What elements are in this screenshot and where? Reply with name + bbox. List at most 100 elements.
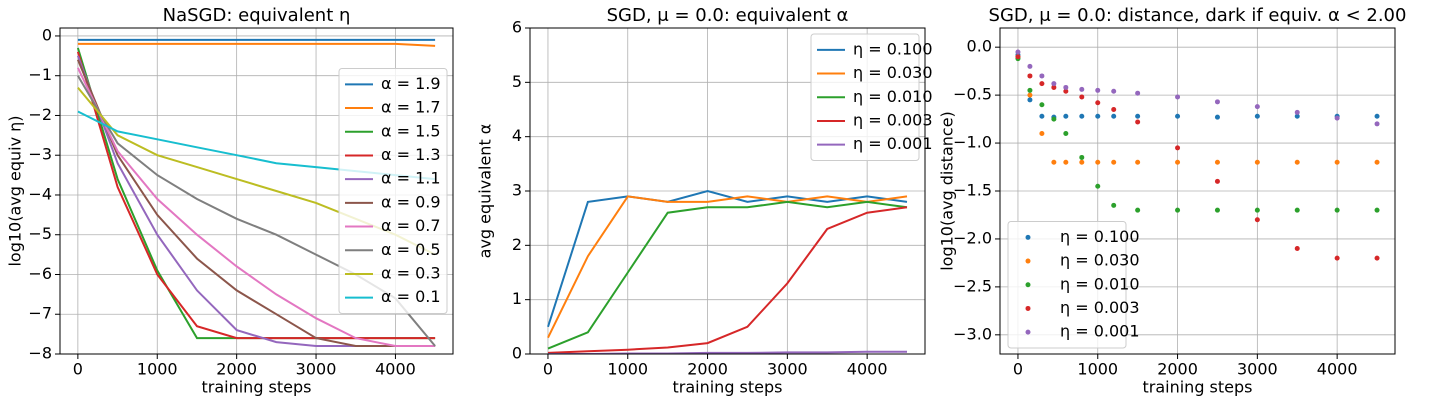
series-line	[547, 195, 908, 339]
point	[1063, 130, 1069, 136]
point	[1063, 88, 1069, 94]
y-tick-label: −1.5	[953, 181, 992, 200]
x-tick-label: 1000	[137, 360, 178, 379]
point	[1175, 94, 1181, 100]
y-tick-label: 3	[512, 181, 522, 200]
x-tick-label: 3000	[1237, 360, 1278, 379]
legend-swatch	[1025, 305, 1031, 311]
point	[1175, 159, 1181, 165]
point	[1079, 154, 1085, 160]
point	[1374, 113, 1380, 119]
x-tick-label: 1000	[1077, 360, 1118, 379]
x-tick-label: 0	[73, 360, 83, 379]
y-tick-label: 1	[512, 289, 522, 308]
x-tick-label: 1000	[607, 360, 648, 379]
y-tick-label: −0.5	[953, 85, 992, 104]
legend-label: η = 0.030	[1060, 251, 1140, 270]
point	[1027, 97, 1033, 103]
legend-label: η = 0.001	[853, 134, 933, 153]
y-tick-label: −3.0	[953, 324, 992, 343]
y-tick-label: 0	[42, 25, 52, 44]
legend-label: η = 0.030	[853, 63, 933, 82]
x-axis-label: training steps	[201, 378, 311, 397]
y-axis-label: avg equivalent α	[476, 124, 495, 259]
point	[1334, 255, 1340, 261]
y-tick-label: −6	[28, 264, 52, 283]
point	[1214, 159, 1220, 165]
point	[1175, 207, 1181, 213]
point	[1051, 116, 1057, 122]
point	[1027, 73, 1033, 79]
legend-label: α = 0.1	[381, 287, 441, 306]
y-tick-label: −7	[28, 304, 52, 323]
point	[1095, 87, 1101, 93]
y-axis-label: log10(avg distance)	[938, 111, 957, 271]
point	[1111, 202, 1117, 208]
series-line	[76, 59, 436, 347]
legend-label: η = 0.003	[853, 110, 933, 129]
series-line	[76, 51, 436, 340]
x-tick-label: 2000	[687, 360, 728, 379]
point	[1027, 87, 1033, 93]
point	[1039, 73, 1045, 79]
legend-swatch	[1025, 234, 1031, 240]
legend-label: α = 0.3	[381, 263, 441, 282]
chart-title: SGD, μ = 0.0: equivalent α	[607, 5, 849, 26]
axes-frame	[529, 27, 926, 355]
point	[1214, 178, 1220, 184]
x-tick-label: 3000	[767, 360, 808, 379]
point	[1039, 113, 1045, 119]
point	[1111, 159, 1117, 165]
point	[1294, 113, 1300, 119]
x-tick-label: 3000	[296, 360, 337, 379]
point	[1374, 121, 1380, 127]
y-tick-label: −5	[28, 224, 52, 243]
point	[1135, 119, 1141, 125]
point	[1374, 207, 1380, 213]
point	[1079, 86, 1085, 92]
point	[1294, 159, 1300, 165]
legend-label: α = 1.9	[381, 74, 441, 93]
y-tick-label: 5	[512, 72, 522, 91]
panel: SGD, μ = 0.0: equivalent α 0 1000 2000 3000 4…	[476, 5, 933, 397]
point	[1254, 104, 1260, 110]
legend-box	[338, 68, 448, 314]
point	[1334, 207, 1340, 213]
point	[1111, 113, 1117, 119]
chart-title: NaSGD: equivalent η	[163, 5, 351, 26]
x-tick-label: 2000	[1157, 360, 1198, 379]
point	[1175, 145, 1181, 151]
series-line	[547, 200, 908, 350]
y-tick-label: −2.5	[953, 276, 992, 295]
x-tick-label: 4000	[375, 360, 416, 379]
y-tick-label: −2	[28, 105, 52, 124]
point	[1214, 99, 1220, 105]
legend-label: α = 1.1	[381, 169, 441, 188]
y-tick-label: −2.0	[953, 228, 992, 247]
legend-label: α = 1.7	[381, 98, 441, 117]
point	[1063, 159, 1069, 165]
legend-label: η = 0.010	[1060, 274, 1140, 293]
point	[1175, 113, 1181, 119]
point	[1294, 109, 1300, 115]
point	[1079, 159, 1085, 165]
point	[1135, 113, 1141, 119]
legend-label: α = 0.5	[381, 240, 441, 259]
legend-swatch	[1025, 329, 1031, 335]
point	[1079, 113, 1085, 119]
point	[1111, 88, 1117, 94]
y-tick-label: −1.0	[953, 133, 992, 152]
point	[1254, 113, 1260, 119]
axes-frame	[59, 27, 454, 355]
x-tick-label: 4000	[1317, 360, 1358, 379]
x-tick-label: 0	[543, 360, 553, 379]
chart-title: SGD, μ = 0.0: distance, dark if equiv. α…	[989, 5, 1407, 26]
panel: SGD, μ = 0.0: distance, dark if equiv. α…	[938, 5, 1407, 397]
y-tick-label: 6	[512, 18, 522, 37]
legend-label: α = 1.5	[381, 121, 441, 140]
legend-label: α = 0.7	[381, 216, 441, 235]
y-tick-label: −8	[28, 344, 52, 363]
point	[1063, 113, 1069, 119]
point	[1051, 84, 1057, 90]
legend-box	[810, 33, 920, 161]
